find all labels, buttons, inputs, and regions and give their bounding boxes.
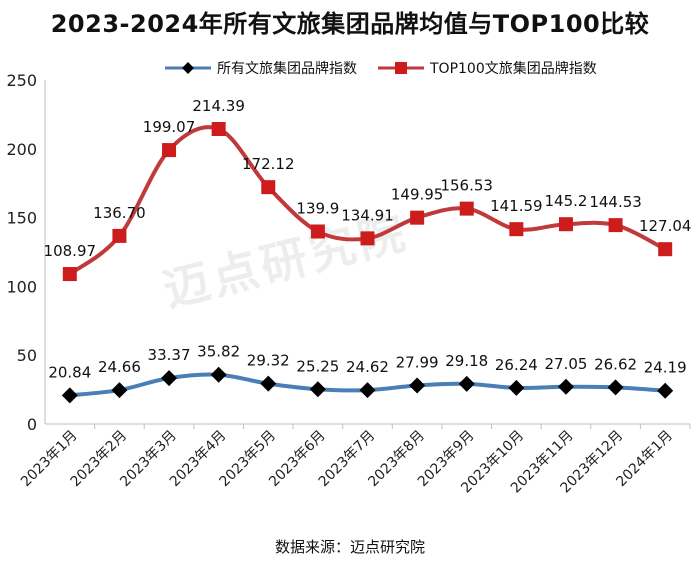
data-label: 20.84 bbox=[48, 363, 91, 381]
data-point-marker bbox=[508, 379, 525, 396]
data-label: 139.9 bbox=[296, 199, 339, 217]
data-point-marker bbox=[261, 180, 276, 195]
chart-title: 2023-2024年所有文旅集团品牌均值与TOP100比较 bbox=[50, 10, 650, 38]
y-tick-label: 150 bbox=[6, 209, 37, 228]
y-tick-label: 0 bbox=[27, 415, 37, 434]
y-tick-label: 200 bbox=[6, 140, 37, 159]
data-label: 27.05 bbox=[544, 355, 587, 373]
data-label: 29.18 bbox=[445, 352, 488, 370]
data-label: 199.07 bbox=[143, 118, 196, 136]
data-point-marker bbox=[607, 379, 624, 396]
data-label: 134.91 bbox=[341, 206, 394, 224]
y-tick-label: 250 bbox=[6, 71, 37, 90]
data-point-marker bbox=[658, 242, 673, 257]
data-label: 35.82 bbox=[197, 343, 240, 361]
data-point-marker bbox=[309, 381, 326, 398]
data-point-marker bbox=[359, 382, 376, 399]
data-label: 127.04 bbox=[639, 217, 692, 235]
data-label: 141.59 bbox=[490, 197, 543, 215]
data-point-marker bbox=[410, 210, 425, 225]
source-note: 数据来源：迈点研究院 bbox=[274, 538, 425, 556]
legend-item-all: 所有文旅集团品牌指数 bbox=[165, 58, 357, 78]
data-point-marker bbox=[558, 217, 573, 232]
data-point-marker bbox=[112, 228, 127, 243]
legend-label-all: 所有文旅集团品牌指数 bbox=[217, 61, 357, 77]
data-point-marker bbox=[111, 382, 128, 399]
y-tick-label: 100 bbox=[6, 277, 37, 296]
data-label: 26.62 bbox=[594, 355, 637, 373]
data-label: 144.53 bbox=[589, 193, 642, 211]
data-label: 108.97 bbox=[44, 242, 97, 260]
data-label: 33.37 bbox=[148, 346, 191, 364]
data-label: 27.99 bbox=[396, 353, 439, 371]
data-label: 25.25 bbox=[296, 357, 339, 375]
data-label: 214.39 bbox=[192, 97, 245, 115]
data-label: 24.66 bbox=[98, 358, 141, 376]
data-point-marker bbox=[409, 377, 426, 394]
data-point-marker bbox=[557, 378, 574, 395]
data-label: 172.12 bbox=[242, 155, 295, 173]
data-point-marker bbox=[61, 387, 78, 404]
data-label: 156.53 bbox=[440, 177, 493, 195]
data-label: 24.62 bbox=[346, 358, 389, 376]
data-label: 149.95 bbox=[391, 186, 444, 204]
data-label: 29.32 bbox=[247, 352, 290, 370]
data-point-marker bbox=[509, 222, 524, 237]
line-chart: 0501001502002502023年1月2023年2月2023年3月2023… bbox=[6, 71, 692, 496]
data-label: 145.2 bbox=[544, 192, 587, 210]
data-label: 24.19 bbox=[644, 359, 687, 377]
y-tick-label: 50 bbox=[17, 346, 37, 365]
data-point-marker bbox=[360, 231, 375, 246]
data-point-marker bbox=[459, 201, 474, 216]
data-label: 136.70 bbox=[93, 204, 146, 222]
data-point-marker bbox=[162, 143, 177, 158]
data-point-marker bbox=[211, 121, 226, 136]
data-point-marker bbox=[161, 370, 178, 387]
data-label: 26.24 bbox=[495, 356, 538, 374]
legend-label-top100: TOP100文旅集团品牌指数 bbox=[430, 61, 597, 77]
data-point-marker bbox=[62, 267, 77, 282]
legend-line-diamond-icon bbox=[165, 62, 211, 74]
data-point-marker bbox=[210, 366, 227, 383]
legend-line-square-icon bbox=[378, 62, 424, 74]
data-point-marker bbox=[458, 375, 475, 392]
data-point-marker bbox=[310, 224, 325, 239]
data-point-marker bbox=[608, 218, 623, 233]
data-point-marker bbox=[657, 382, 674, 399]
legend-item-top100: TOP100文旅集团品牌指数 bbox=[378, 58, 597, 78]
data-point-marker bbox=[260, 375, 277, 392]
